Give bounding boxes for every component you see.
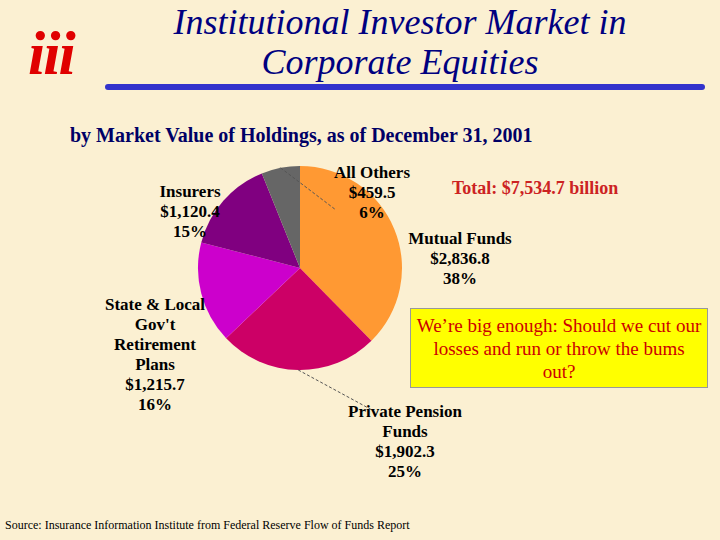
html-text:Source: Insurance Information: Source: Insurance Information Institute … (5, 518, 410, 532)
svg-text:Private PensionFunds$1,902.325: Private PensionFunds$1,902.325% (348, 402, 462, 481)
svg-text:All Others$459.56%: All Others$459.56% (334, 163, 410, 222)
html-text:iii: iii (28, 19, 74, 87)
svg-text:Insurers$1,120.415%: Insurers$1,120.415% (159, 182, 220, 241)
svg-text:Mutual Funds$2,836.838%: Mutual Funds$2,836.838% (408, 229, 512, 288)
html-text:Institutional Investor Market: Institutional Investor Market in Corpora… (173, 2, 627, 82)
html-text:We’re big enough: Should we cu: We’re big enough: Should we cut our loss… (416, 314, 702, 382)
html-text:by Market Value of Holdings, a: by Market Value of Holdings, as of Decem… (70, 124, 533, 146)
html-text:Total: $7,534.7 billion: Total: $7,534.7 billion (452, 178, 619, 198)
svg-text:State & LocalGov'tRetirementPl: State & LocalGov'tRetirementPlans$1,215.… (105, 295, 205, 414)
